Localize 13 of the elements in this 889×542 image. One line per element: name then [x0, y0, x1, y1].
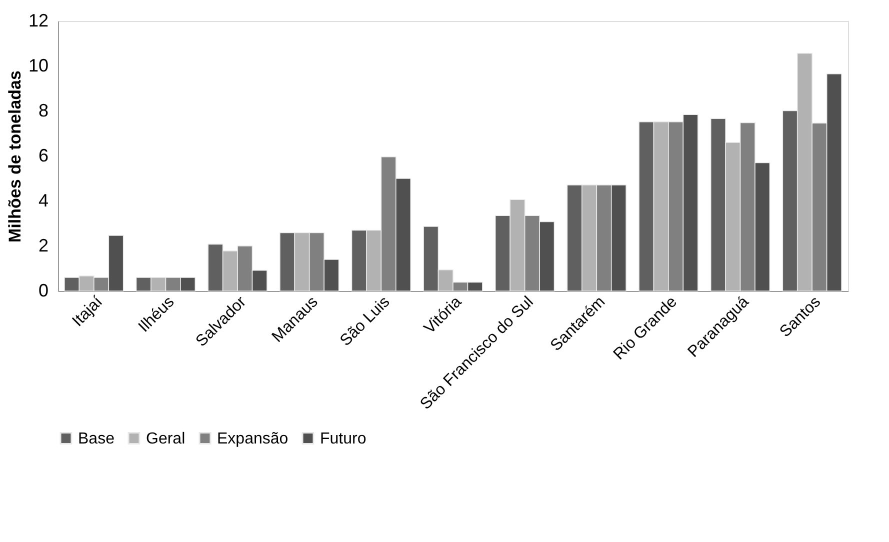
- y-tick-label: 6: [38, 146, 48, 166]
- y-tick-label: 2: [38, 236, 48, 256]
- y-tick-label: 4: [38, 190, 48, 210]
- y-tick-label: 0: [38, 280, 48, 300]
- y-axis-title: Milhões de toneladas: [5, 70, 24, 242]
- legend-label: Futuro: [320, 430, 366, 448]
- legend-label: Geral: [146, 430, 186, 448]
- y-tick-label: 12: [28, 10, 48, 30]
- y-tick-label: 8: [38, 100, 48, 120]
- legend-label: Expansão: [217, 430, 288, 448]
- y-tick-label: 10: [28, 56, 48, 76]
- legend-label: Base: [78, 430, 115, 448]
- x-tick-label: São Luis: [337, 294, 394, 350]
